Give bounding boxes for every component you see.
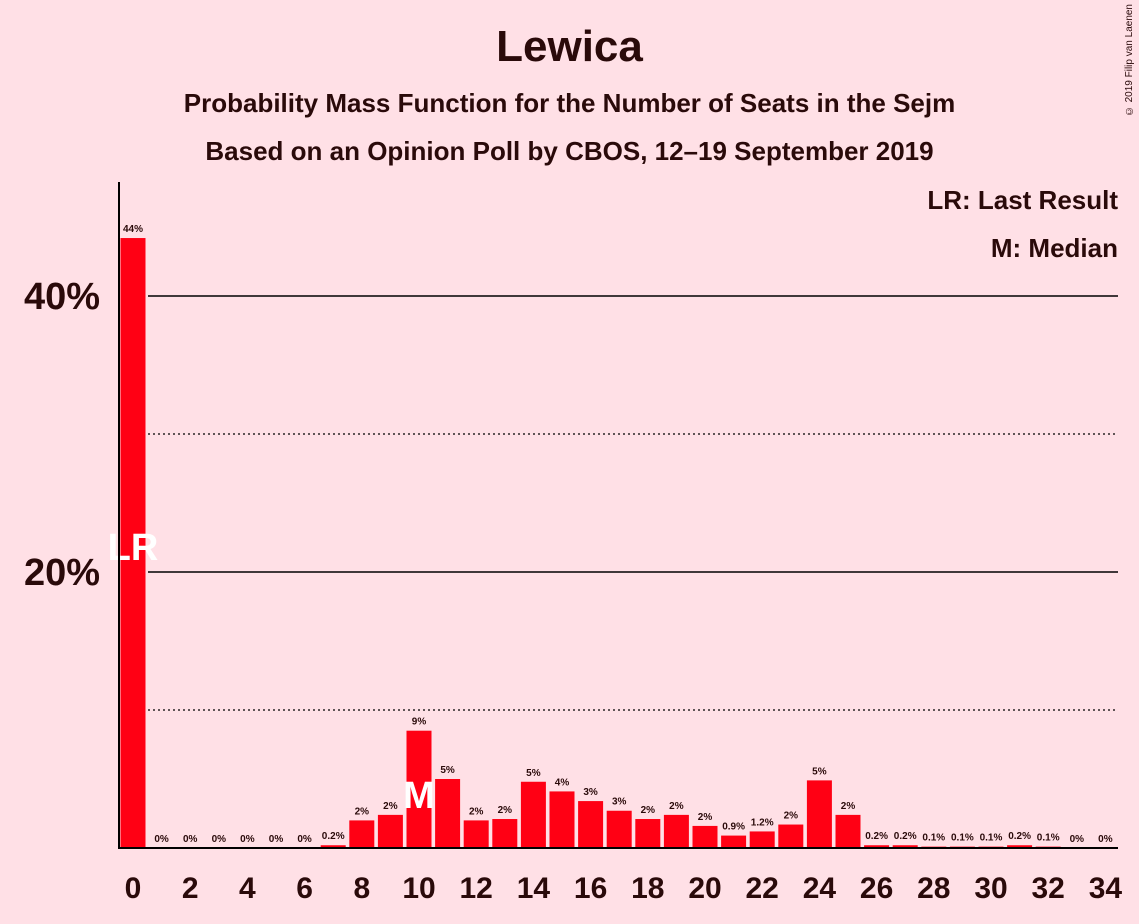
bar-14 [520,781,546,848]
data-label-14: 5% [526,768,541,779]
bar-21 [721,835,747,848]
data-label-2: 0% [183,834,198,845]
data-label-18: 2% [641,805,656,816]
x-tick-label: 20 [688,872,721,905]
bar-16 [578,801,604,848]
bar-24 [806,780,832,848]
data-label-33: 0% [1070,834,1085,845]
data-label-0: 44% [123,224,143,235]
x-tick-label: 4 [239,872,256,905]
data-label-32: 0.1% [1037,833,1060,844]
x-tick-label: 26 [860,872,893,905]
data-label-19: 2% [669,801,684,812]
x-tick-label: 24 [803,872,837,905]
bar-9 [377,814,403,848]
x-tick-label: 0 [125,872,142,905]
bar-11 [435,779,461,848]
x-tick-label: 2 [182,872,199,905]
data-label-4: 0% [240,834,255,845]
data-label-7: 0.2% [322,831,345,842]
data-label-25: 2% [841,801,856,812]
data-label-8: 2% [355,806,370,817]
bar-13 [492,819,518,848]
x-tick-label: 12 [460,872,493,905]
data-label-20: 2% [698,812,713,823]
x-tick-label: 10 [402,872,435,905]
bar-22 [749,831,775,848]
data-label-11: 5% [440,765,455,776]
data-label-22: 1.2% [751,817,774,828]
bar-15 [549,791,575,848]
x-tick-label: 34 [1089,872,1123,905]
data-label-29: 0.1% [951,833,974,844]
chart-subtitle-2: Based on an Opinion Poll by CBOS, 12–19 … [205,136,934,166]
bar-10 [406,730,432,848]
bar-26 [864,845,890,848]
bar-31 [1007,845,1033,848]
legend-entry: LR: Last Result [927,185,1118,215]
data-label-28: 0.1% [922,833,945,844]
bar-27 [892,845,918,848]
data-label-15: 4% [555,777,570,788]
data-label-17: 3% [612,797,627,808]
data-label-21: 0.9% [722,822,745,833]
bar-25 [835,814,861,848]
bar-19 [663,814,689,848]
bar-17 [606,810,632,848]
data-label-10: 9% [412,717,427,728]
chart-title: Lewica [496,22,643,71]
data-label-31: 0.2% [1008,831,1031,842]
x-tick-label: 14 [517,872,551,905]
data-label-34: 0% [1098,834,1113,845]
legend-entry: M: Median [991,233,1118,263]
data-label-5: 0% [269,834,284,845]
data-label-3: 0% [212,834,227,845]
bar-7 [320,845,346,848]
x-tick-label: 30 [974,872,1007,905]
x-tick-label: 18 [631,872,664,905]
data-label-30: 0.1% [980,833,1003,844]
data-label-16: 3% [583,787,598,798]
bar-12 [463,820,489,848]
median-marker: M [403,775,435,817]
y-tick-label: 20% [24,552,100,594]
data-label-1: 0% [154,834,169,845]
bar-0 [120,238,146,849]
data-label-27: 0.2% [894,831,917,842]
x-tick-label: 16 [574,872,607,905]
data-label-23: 2% [784,811,799,822]
bar-8 [349,820,375,848]
x-tick-label: 32 [1032,872,1065,905]
data-label-24: 5% [812,766,827,777]
bar-18 [635,819,661,848]
data-label-13: 2% [498,805,513,816]
x-tick-label: 22 [746,872,779,905]
data-label-26: 0.2% [865,831,888,842]
data-label-12: 2% [469,806,484,817]
bar-20 [692,825,718,848]
x-tick-label: 8 [353,872,370,905]
y-tick-label: 40% [24,276,100,318]
data-label-9: 2% [383,801,398,812]
x-tick-label: 6 [296,872,313,905]
chart-subtitle: Probability Mass Function for the Number… [183,88,956,118]
last-result-marker: LR [108,527,159,569]
data-label-6: 0% [297,834,312,845]
bar-23 [778,824,804,848]
x-tick-label: 28 [917,872,950,905]
